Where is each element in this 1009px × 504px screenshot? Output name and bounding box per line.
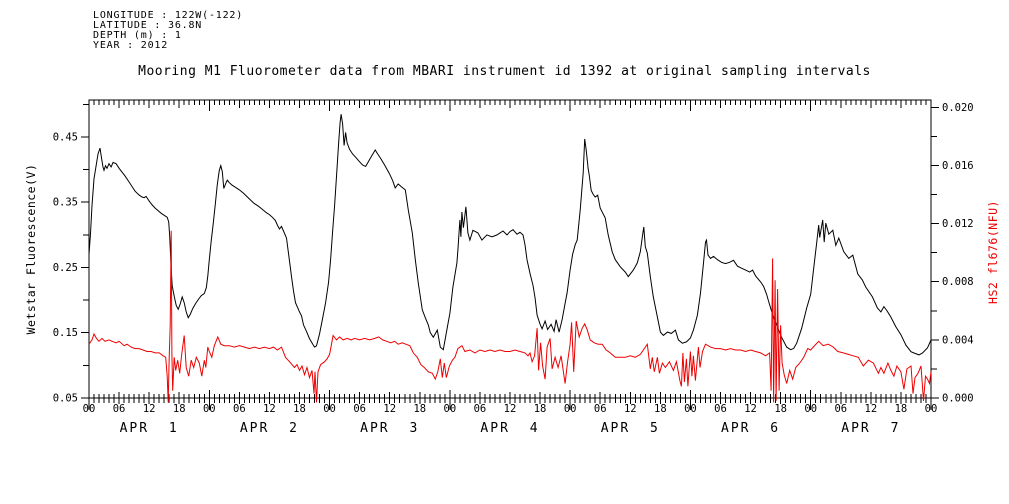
metadata-block: LONGITUDE : 122W(-122) LATITUDE : 36.8N … (93, 11, 243, 51)
svg-text:00: 00 (925, 403, 938, 415)
svg-text:06: 06 (714, 403, 727, 415)
svg-text:00: 00 (804, 403, 817, 415)
svg-text:0.45: 0.45 (53, 131, 78, 143)
svg-text:18: 18 (173, 403, 186, 415)
hs2-series-line (88, 230, 932, 403)
svg-text:0.25: 0.25 (53, 262, 78, 274)
svg-text:00: 00 (444, 403, 457, 415)
right-axis-ticks: 0.000 0.004 0.008 0.012 0.016 0.020 (931, 102, 974, 405)
svg-text:00: 00 (684, 403, 697, 415)
meta-year: YEAR : 2012 (93, 40, 169, 51)
svg-text:18: 18 (654, 403, 667, 415)
svg-text:18: 18 (774, 403, 787, 415)
meta-depth: DEPTH (m) : 1 (93, 30, 182, 41)
chart-title: Mooring M1 Fluorometer data from MBARI i… (138, 64, 871, 79)
svg-text:00: 00 (83, 403, 96, 415)
svg-text:APR 2: APR 2 (240, 421, 299, 436)
svg-text:APR 1: APR 1 (120, 421, 179, 436)
meta-longitude: LONGITUDE : 122W(-122) (93, 10, 244, 21)
wetstar-series-line (88, 114, 932, 356)
svg-text:18: 18 (895, 403, 908, 415)
svg-text:06: 06 (353, 403, 366, 415)
svg-text:18: 18 (293, 403, 306, 415)
svg-text:12: 12 (143, 403, 156, 415)
left-axis-ticks: 0.05 0.15 0.25 0.35 0.45 (53, 103, 89, 405)
svg-text:APR 5: APR 5 (601, 421, 660, 436)
svg-text:0.020: 0.020 (942, 102, 974, 114)
x-axis-ticks (88, 100, 932, 410)
svg-text:0.008: 0.008 (942, 276, 974, 288)
svg-text:0.05: 0.05 (53, 393, 78, 405)
svg-text:APR 3: APR 3 (360, 421, 419, 436)
svg-text:06: 06 (474, 403, 487, 415)
plot-frame (88, 99, 932, 399)
svg-text:0.016: 0.016 (942, 160, 974, 172)
x-axis-day-labels: APR 1 APR 2 APR 3 APR 4 APR 5 APR 6 APR 7 (120, 421, 900, 436)
svg-text:0.15: 0.15 (53, 327, 78, 339)
meta-latitude: LATITUDE : 36.8N (93, 20, 203, 31)
svg-text:12: 12 (624, 403, 637, 415)
svg-text:12: 12 (865, 403, 878, 415)
svg-text:0.35: 0.35 (53, 197, 78, 209)
svg-text:12: 12 (263, 403, 276, 415)
svg-text:APR 7: APR 7 (841, 421, 900, 436)
svg-text:18: 18 (534, 403, 547, 415)
x-axis-labels: 00 06 12 18 00 06 12 18 00 06 12 18 00 06 12 18 00 06 12 18… (83, 403, 938, 415)
svg-text:06: 06 (113, 403, 126, 415)
svg-text:0.004: 0.004 (942, 334, 974, 346)
svg-text:0.000: 0.000 (942, 393, 974, 405)
svg-text:12: 12 (744, 403, 757, 415)
svg-text:00: 00 (323, 403, 336, 415)
svg-text:00: 00 (564, 403, 577, 415)
svg-text:06: 06 (834, 403, 847, 415)
svg-text:06: 06 (594, 403, 607, 415)
svg-text:0.012: 0.012 (942, 218, 974, 230)
svg-text:00: 00 (203, 403, 216, 415)
svg-text:APR 6: APR 6 (721, 421, 780, 436)
svg-text:18: 18 (413, 403, 426, 415)
svg-text:12: 12 (504, 403, 517, 415)
svg-text:06: 06 (233, 403, 246, 415)
svg-text:APR 4: APR 4 (480, 421, 539, 436)
svg-text:12: 12 (383, 403, 396, 415)
